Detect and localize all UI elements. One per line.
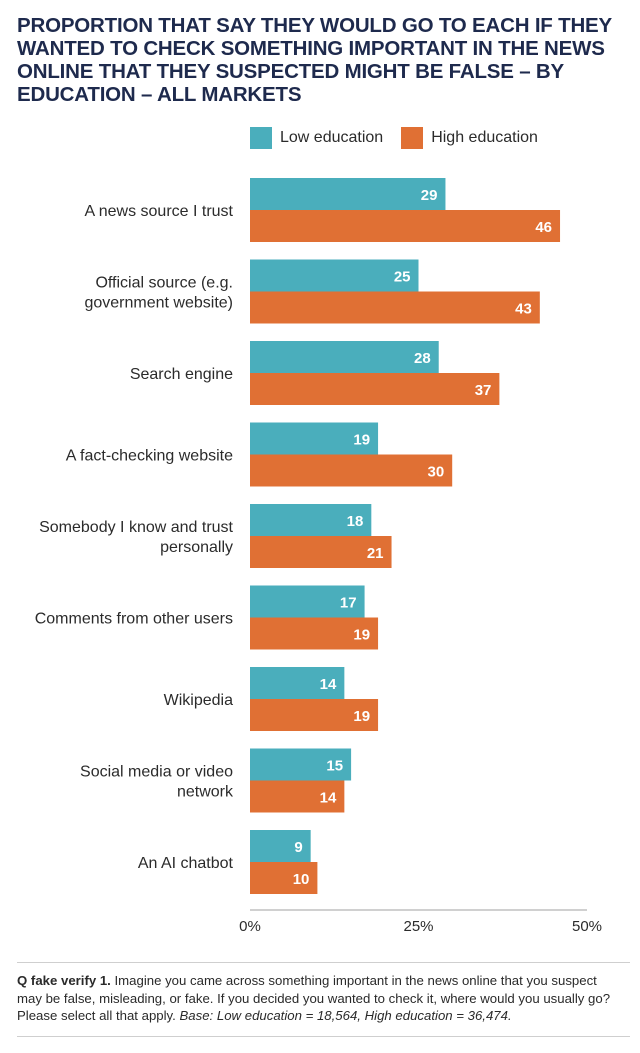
category-label: personally (160, 539, 233, 556)
data-label: 14 (320, 790, 337, 807)
bar-low-education (250, 830, 311, 862)
footer-question-text: Imagine you came across something import… (17, 973, 611, 1023)
bar-high-education (250, 862, 318, 894)
data-label: 17 (340, 595, 357, 612)
bar-low-education (250, 667, 345, 699)
chart-title: PROPORTION THAT SAY THEY WOULD GO TO EAC… (17, 14, 612, 106)
data-label: 21 (367, 545, 384, 562)
category-label: Wikipedia (164, 692, 233, 709)
legend-label-high: High education (431, 129, 538, 146)
category-label: Official source (e.g. (95, 275, 233, 292)
legend-swatch-high (401, 127, 424, 149)
bar-low-education (250, 504, 372, 536)
data-label: 43 (515, 301, 532, 318)
data-label: 19 (353, 627, 370, 644)
bar-low-education (250, 422, 379, 455)
bar-low-education (250, 341, 439, 373)
x-tick-label: 50% (572, 918, 602, 935)
data-label: 30 (428, 464, 445, 481)
legend: Low education High education (250, 127, 556, 149)
category-label: Comments from other users (35, 611, 233, 628)
data-label: 46 (535, 219, 552, 236)
footer-top-rule (17, 962, 630, 963)
category-label: A news source I trust (84, 203, 233, 220)
category-label: government website) (84, 295, 233, 312)
data-label: 25 (394, 269, 411, 286)
category-label: Social media or video (80, 764, 233, 781)
data-label: 37 (475, 382, 492, 399)
data-label: 19 (353, 432, 370, 449)
bar-chart: A news source I trust 29 46 Official source… (35, 178, 602, 935)
bar-high-education (250, 699, 379, 731)
bar-low-education (250, 585, 365, 618)
footer-base: Base: Low education = 18,564, High educa… (179, 1008, 512, 1023)
data-label: 19 (353, 708, 370, 725)
data-label: 15 (326, 758, 343, 775)
bar-high-education (250, 454, 453, 487)
legend-label-low: Low education (280, 129, 384, 146)
bar-high-education (250, 291, 540, 324)
data-label: 14 (320, 676, 337, 693)
data-label: 9 (294, 839, 302, 856)
footer-question-label: Q fake verify 1. (17, 973, 111, 988)
legend-swatch-low (250, 127, 272, 149)
category-label: An AI chatbot (138, 855, 234, 872)
bar-high-education (250, 780, 345, 813)
category-label: Somebody I know and trust (39, 519, 233, 536)
bar-high-education (250, 617, 379, 650)
data-label: 29 (421, 187, 438, 204)
footer-note: Q fake verify 1. Imagine you came across… (17, 972, 625, 1025)
bar-high-education (250, 536, 392, 568)
legend-item-high: High education (401, 127, 538, 149)
data-label: 18 (347, 513, 364, 530)
bar-low-education (250, 178, 446, 210)
data-label: 10 (293, 871, 310, 888)
category-label: network (177, 784, 234, 801)
bar-low-education (250, 259, 419, 292)
legend-item-low: Low education (250, 127, 383, 149)
category-label: Search engine (130, 366, 233, 383)
category-label: A fact-checking website (66, 448, 233, 465)
bar-low-education (250, 748, 352, 781)
x-tick-label: 0% (239, 918, 261, 935)
footer-bottom-rule (17, 1036, 630, 1037)
bar-high-education (250, 210, 561, 242)
x-tick-label: 25% (403, 918, 433, 935)
bar-high-education (250, 373, 500, 405)
data-label: 28 (414, 350, 431, 367)
